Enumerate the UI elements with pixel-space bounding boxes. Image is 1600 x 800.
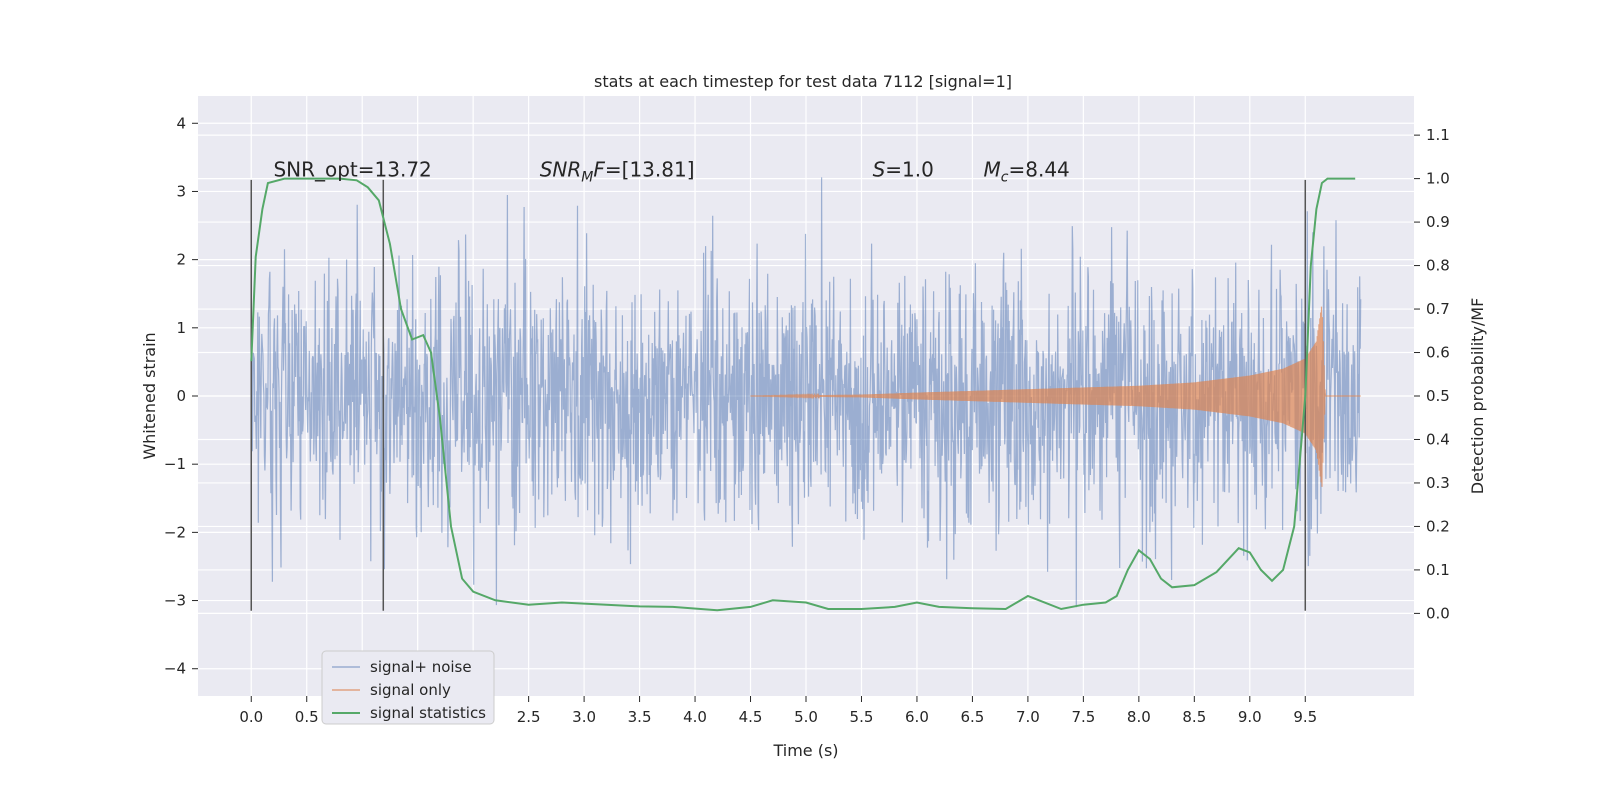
x-tick-label: 3.0 — [572, 708, 596, 726]
annotation-text: SNRMF=[13.81] — [540, 158, 695, 186]
y-right-tick-label: 1.1 — [1426, 126, 1450, 144]
x-tick-label: 8.0 — [1127, 708, 1151, 726]
legend-label: signal statistics — [370, 704, 486, 722]
y-right-tick-label: 0.3 — [1426, 474, 1450, 492]
y-right-tick-label: 0.9 — [1426, 213, 1450, 231]
y-right-tick-label: 1.0 — [1426, 170, 1450, 188]
x-tick-label: 4.5 — [739, 708, 763, 726]
y-right-tick-label: 0.1 — [1426, 561, 1450, 579]
y-left-tick-label: −2 — [164, 523, 186, 541]
x-tick-label: 5.5 — [850, 708, 874, 726]
y-axis-left-label: Whitened strain — [140, 332, 159, 459]
y-left-tick-label: 1 — [176, 319, 186, 337]
x-tick-label: 6.5 — [960, 708, 984, 726]
annotation-text: Mc=8.44 — [984, 158, 1070, 186]
x-tick-label: 0.5 — [295, 708, 319, 726]
y-axis-left: −4 −3 −2 −1 0 1 2 3 4 — [164, 114, 198, 678]
y-axis-right-label: Detection probability/MF — [1468, 298, 1487, 495]
annotation-text: S=1.0 — [873, 158, 934, 182]
x-tick-label: 3.5 — [628, 708, 652, 726]
y-left-tick-label: 4 — [176, 114, 186, 132]
annotation-text: SNR_opt=13.72 — [273, 158, 431, 182]
x-axis-label: Time (s) — [772, 741, 838, 760]
y-right-tick-label: 0.5 — [1426, 387, 1450, 405]
y-axis-right: 0.0 0.1 0.2 0.3 0.4 0.5 0.6 0.7 0.8 0.9 1.0 1.1 — [1414, 126, 1450, 622]
y-right-tick-label: 0.6 — [1426, 344, 1450, 362]
y-left-tick-label: 0 — [176, 387, 186, 405]
y-left-tick-label: −3 — [164, 592, 186, 610]
x-tick-label: 7.0 — [1016, 708, 1040, 726]
x-tick-label: 2.5 — [517, 708, 541, 726]
y-right-tick-label: 0.2 — [1426, 517, 1450, 535]
y-right-tick-label: 0.8 — [1426, 257, 1450, 275]
x-tick-label: 9.5 — [1293, 708, 1317, 726]
annotations: SNR_opt=13.72 SNRMF=[13.81] S=1.0 Mc=8.44 — [273, 158, 1069, 186]
legend-label: signal+ noise — [370, 658, 472, 676]
x-tick-label: 6.0 — [905, 708, 929, 726]
legend: signal+ noise signal only signal statistic… — [321, 650, 495, 725]
series-signal-only — [750, 306, 1361, 487]
y-left-tick-label: −4 — [164, 660, 186, 678]
x-tick-label: 5.0 — [794, 708, 818, 726]
x-tick-label: 0.0 — [239, 708, 263, 726]
signal-only-line — [750, 306, 1361, 487]
signal-statistics-line — [250, 177, 1356, 612]
y-left-tick-label: 2 — [176, 251, 186, 269]
chart-title: stats at each timestep for test data 711… — [594, 72, 1012, 91]
series-signal-statistics — [250, 177, 1356, 612]
x-tick-label: 4.0 — [683, 708, 707, 726]
x-tick-label: 9.0 — [1238, 708, 1262, 726]
y-left-tick-label: 3 — [176, 182, 186, 200]
y-right-tick-label: 0.4 — [1426, 430, 1450, 448]
y-left-tick-label: −1 — [164, 455, 186, 473]
legend-label: signal only — [370, 681, 451, 699]
x-tick-label: 8.5 — [1182, 708, 1206, 726]
legend-box — [321, 650, 495, 725]
x-tick-label: 7.5 — [1071, 708, 1095, 726]
y-right-tick-label: 0.7 — [1426, 300, 1450, 318]
y-right-tick-label: 0.0 — [1426, 604, 1450, 622]
